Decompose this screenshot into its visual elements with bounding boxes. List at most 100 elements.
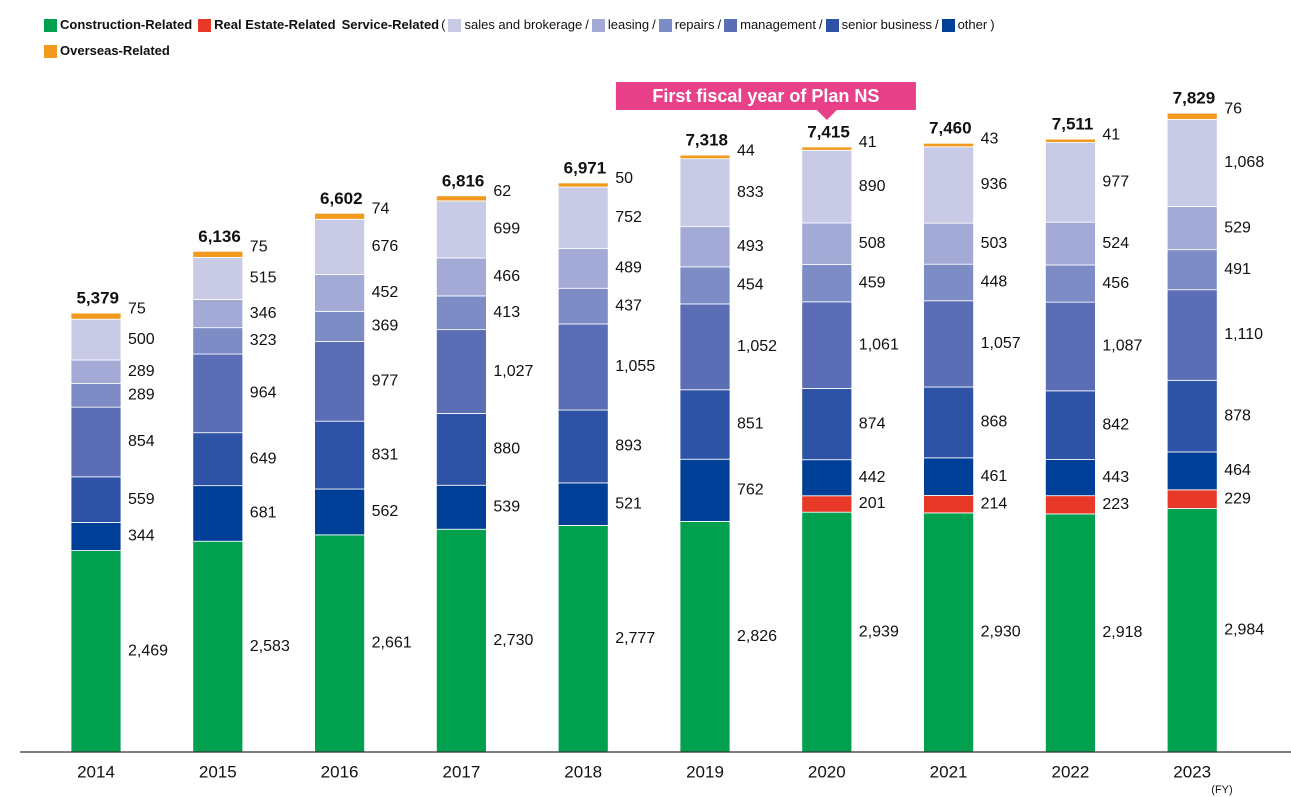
bar-segment bbox=[923, 222, 974, 265]
bar-segment bbox=[1166, 118, 1218, 207]
bar-segment bbox=[923, 386, 974, 459]
value-label: 2,730 bbox=[493, 632, 533, 649]
legend-label: Overseas-Related bbox=[60, 43, 170, 58]
bar-segment bbox=[1045, 495, 1096, 515]
bar-segment bbox=[679, 158, 731, 228]
bar-segment bbox=[314, 341, 366, 422]
value-label: 508 bbox=[859, 235, 886, 252]
bar-segment bbox=[192, 353, 244, 434]
total-label: 5,379 bbox=[76, 289, 119, 308]
value-label: 842 bbox=[1102, 416, 1129, 433]
bar-segment bbox=[70, 359, 122, 384]
value-label: 868 bbox=[981, 414, 1008, 431]
bar-segment bbox=[1045, 138, 1096, 143]
x-tick-label: 2018 bbox=[564, 762, 602, 781]
value-label: 1,068 bbox=[1224, 154, 1264, 171]
bar-segment bbox=[923, 300, 974, 388]
bar-segment bbox=[70, 550, 122, 753]
x-tick-label: 2023 bbox=[1173, 762, 1211, 781]
x-tick-label: 2015 bbox=[199, 762, 237, 781]
value-label: 289 bbox=[128, 363, 155, 380]
value-label: 2,918 bbox=[1102, 624, 1142, 641]
bar-segment bbox=[192, 250, 244, 258]
value-label: 515 bbox=[250, 270, 277, 287]
bar-segment bbox=[1045, 513, 1096, 753]
annotation-box bbox=[615, 82, 916, 110]
legend-label: other bbox=[957, 17, 988, 32]
x-tick-label: 2020 bbox=[808, 762, 846, 781]
value-label: 1,027 bbox=[493, 363, 533, 380]
value-label: 1,061 bbox=[859, 336, 899, 353]
legend: Construction-Related Real Estate-Related S… bbox=[44, 12, 998, 64]
value-label: 2,583 bbox=[250, 638, 290, 655]
bar-segment bbox=[801, 495, 853, 513]
value-label: 539 bbox=[493, 498, 520, 515]
total-label: 6,971 bbox=[564, 159, 607, 178]
bar-segment bbox=[1166, 489, 1218, 509]
bar-segment bbox=[1166, 289, 1218, 381]
value-label: 752 bbox=[615, 209, 642, 226]
value-label: 75 bbox=[128, 300, 146, 317]
bar-segment bbox=[1166, 249, 1218, 291]
bar-segment bbox=[557, 287, 609, 325]
bar-segment bbox=[679, 458, 731, 522]
value-label: 878 bbox=[1224, 407, 1251, 424]
x-tick-label: 2017 bbox=[442, 762, 480, 781]
value-label: 369 bbox=[372, 318, 399, 335]
value-label: 977 bbox=[372, 373, 399, 390]
legend-punct: / bbox=[819, 17, 823, 32]
total-label: 7,511 bbox=[1052, 115, 1094, 134]
bar-segment bbox=[557, 409, 609, 484]
value-label: 459 bbox=[859, 274, 886, 291]
bar-segment bbox=[923, 142, 974, 148]
value-label: 936 bbox=[981, 176, 1008, 193]
value-label: 893 bbox=[615, 438, 642, 455]
value-label: 833 bbox=[737, 184, 764, 201]
value-label: 2,984 bbox=[1224, 621, 1264, 638]
value-label: 229 bbox=[1224, 490, 1251, 507]
legend-group: Service-Related bbox=[341, 17, 440, 32]
total-label: 6,602 bbox=[320, 189, 363, 208]
legend-swatch bbox=[724, 18, 738, 32]
bar-segment bbox=[435, 413, 487, 486]
value-label: 461 bbox=[981, 468, 1008, 485]
bar-segment bbox=[192, 299, 244, 329]
legend-label: management bbox=[740, 17, 816, 32]
total-label: 7,318 bbox=[685, 130, 728, 149]
bar-segment bbox=[557, 247, 609, 289]
total-label: 7,415 bbox=[807, 122, 850, 141]
bar-segment bbox=[557, 524, 609, 753]
bar-segment bbox=[192, 257, 244, 300]
legend-swatch bbox=[448, 18, 462, 32]
bar-segment bbox=[435, 200, 487, 259]
bar-segment bbox=[557, 482, 609, 526]
bar-segment bbox=[435, 528, 487, 753]
bar-segment bbox=[1045, 221, 1096, 266]
x-tick-label: 2022 bbox=[1051, 762, 1089, 781]
value-label: 977 bbox=[1102, 174, 1129, 191]
bar-segment bbox=[435, 257, 487, 297]
legend-punct: / bbox=[934, 17, 939, 32]
value-label: 489 bbox=[615, 260, 642, 277]
value-label: 344 bbox=[128, 528, 155, 545]
bar-segment bbox=[314, 310, 366, 342]
legend-punct: ( bbox=[441, 17, 446, 32]
x-axis-label: (FY) bbox=[1211, 784, 1232, 796]
legend-row: Construction-Related Real Estate-Related S… bbox=[44, 12, 998, 38]
value-label: 1,087 bbox=[1102, 338, 1142, 355]
legend-label: senior business bbox=[841, 17, 932, 32]
value-label: 74 bbox=[372, 200, 390, 217]
bar-segment bbox=[192, 485, 244, 542]
value-label: 1,057 bbox=[981, 335, 1021, 352]
value-label: 44 bbox=[737, 142, 755, 159]
value-label: 964 bbox=[250, 385, 277, 402]
value-label: 524 bbox=[1102, 235, 1129, 252]
value-label: 43 bbox=[981, 130, 999, 147]
bar-segment bbox=[1166, 379, 1218, 453]
bar-segment bbox=[435, 195, 487, 202]
bar-segment bbox=[435, 484, 487, 530]
legend-label: Real Estate-Related bbox=[214, 17, 336, 32]
bar-segment bbox=[435, 329, 487, 414]
value-label: 2,469 bbox=[128, 642, 168, 659]
value-label: 41 bbox=[1102, 126, 1120, 143]
